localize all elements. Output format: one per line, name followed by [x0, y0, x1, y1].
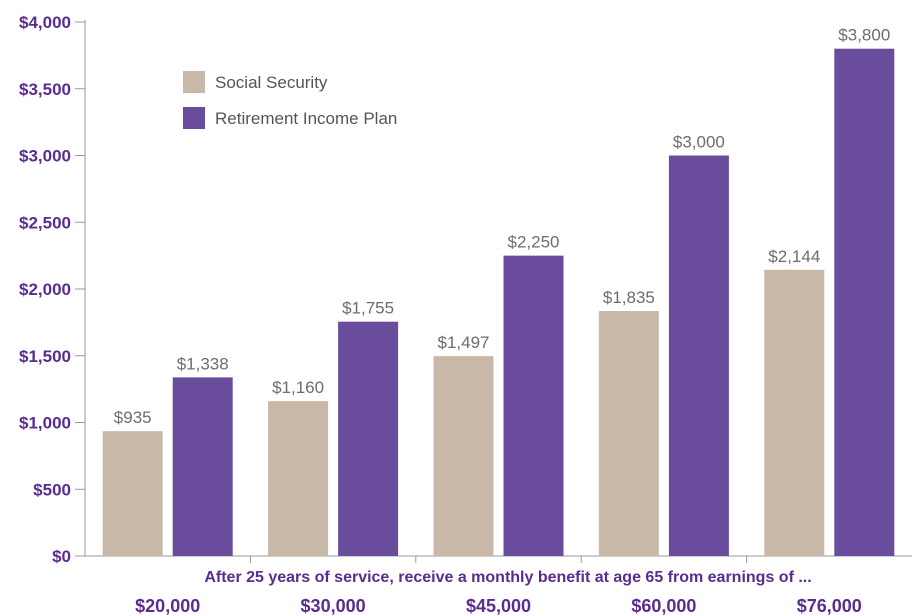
bar-value-label: $2,250	[508, 233, 560, 252]
x-tick-label: $76,000	[797, 596, 862, 616]
bar-retirement-income-plan	[338, 321, 399, 556]
y-tick-label: $3,500	[19, 80, 71, 99]
axes: $0 $500 $1,000 $1,500 $2,000 $2,500 $3,000 $3,5…	[19, 13, 912, 616]
bar-value-label: $1,835	[603, 288, 655, 307]
legend: Social Security Retirement Income Plan	[183, 71, 397, 129]
bar-social-security	[764, 269, 825, 556]
x-tick-label: $60,000	[631, 596, 696, 616]
y-tick-label: $0	[52, 547, 71, 566]
bar-social-security	[268, 401, 329, 556]
y-tick-label: $3,000	[19, 147, 71, 166]
bar-value-label: $3,000	[673, 133, 725, 152]
bar-social-security	[433, 356, 494, 556]
bar-value-label: $1,160	[272, 378, 324, 397]
legend-label: Social Security	[215, 73, 328, 92]
bar-value-label: $3,800	[838, 26, 890, 45]
bar-value-label: $1,755	[342, 299, 394, 318]
y-tick-label: $2,000	[19, 280, 71, 299]
y-tick-label: $4,000	[19, 13, 71, 32]
bar-retirement-income-plan	[172, 377, 233, 556]
legend-swatch-social-security	[183, 71, 205, 93]
bar-retirement-income-plan	[668, 155, 729, 556]
bar-value-label: $935	[114, 408, 152, 427]
y-tick-label: $500	[33, 480, 71, 499]
bar-value-label: $1,338	[177, 354, 229, 373]
x-tick-label: $45,000	[466, 596, 531, 616]
bar-social-security	[102, 431, 163, 556]
bar-retirement-income-plan	[503, 255, 564, 556]
legend-label: Retirement Income Plan	[215, 109, 397, 128]
y-tick-label: $2,500	[19, 213, 71, 232]
bar-value-label: $2,144	[768, 247, 820, 266]
y-tick-label: $1,000	[19, 414, 71, 433]
x-axis-title: After 25 years of service, receive a mon…	[204, 569, 811, 586]
legend-swatch-retirement-income-plan	[183, 107, 205, 129]
bar-social-security	[598, 311, 659, 556]
bars	[102, 48, 895, 556]
bar-value-label: $1,497	[438, 333, 490, 352]
y-tick-label: $1,500	[19, 347, 71, 366]
data-labels: $935 $1,338 $1,160 $1,755 $1,497 $2,250 $1,835…	[114, 26, 891, 427]
bar-retirement-income-plan	[834, 48, 895, 556]
x-tick-label: $20,000	[135, 596, 200, 616]
x-tick-label: $30,000	[301, 596, 366, 616]
